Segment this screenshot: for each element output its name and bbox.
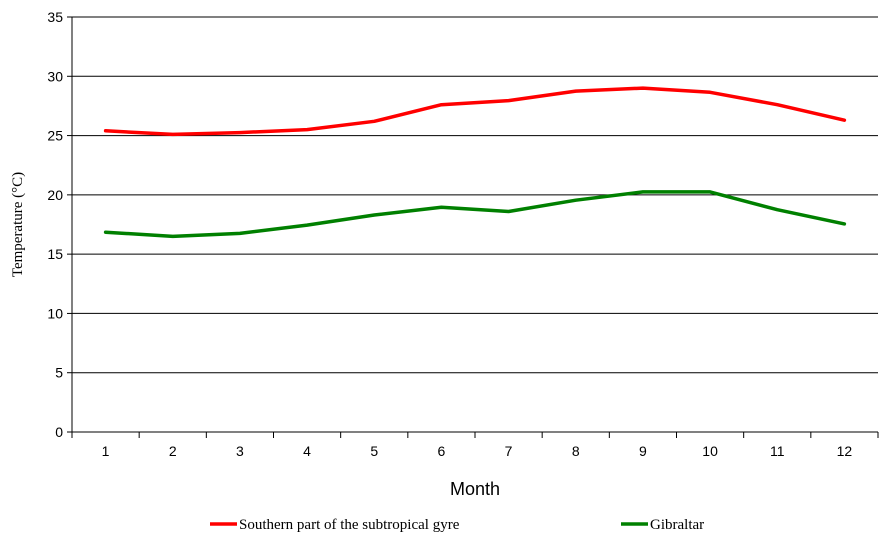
x-tick-label: 3 xyxy=(236,443,244,459)
x-tick-label: 2 xyxy=(169,443,177,459)
series-line-1 xyxy=(103,86,847,137)
y-tick-label: 10 xyxy=(47,305,63,321)
x-tick-label: 6 xyxy=(438,443,446,459)
series-line-2 xyxy=(103,190,847,239)
y-tick-label: 15 xyxy=(47,246,63,262)
y-axis-title: Temperature (°C) xyxy=(10,172,26,277)
y-tick-label: 20 xyxy=(47,187,63,203)
y-tick-label: 5 xyxy=(55,365,63,381)
x-tick-label: 12 xyxy=(837,443,853,459)
y-tick-label: 25 xyxy=(47,128,63,144)
x-tick-label: 8 xyxy=(572,443,580,459)
x-tick-label: 11 xyxy=(770,443,785,459)
x-axis-title: Month xyxy=(450,479,500,499)
y-tick-label: 35 xyxy=(47,9,63,25)
legend: Southern part of the subtropical gyre Gib… xyxy=(210,517,704,533)
x-tick-label: 7 xyxy=(505,443,513,459)
y-tick-labels: 0 5 10 15 20 25 30 35 xyxy=(47,9,72,440)
x-tick-label: 5 xyxy=(370,443,378,459)
legend-label: Gibraltar xyxy=(650,517,704,533)
axes xyxy=(71,17,878,433)
grid-lines xyxy=(72,16,878,374)
y-tick-label: 30 xyxy=(47,68,63,84)
x-tick-labels: 1 2 3 4 5 6 7 8 9 10 11 12 xyxy=(71,432,879,459)
x-tick-label: 9 xyxy=(639,443,647,459)
x-tick-label: 10 xyxy=(702,443,718,459)
x-tick-label: 4 xyxy=(303,443,311,459)
x-tick-label: 1 xyxy=(102,443,110,459)
legend-label: Southern part of the subtropical gyre xyxy=(239,517,460,533)
series-lines xyxy=(103,86,847,239)
y-tick-label: 0 xyxy=(55,424,63,440)
